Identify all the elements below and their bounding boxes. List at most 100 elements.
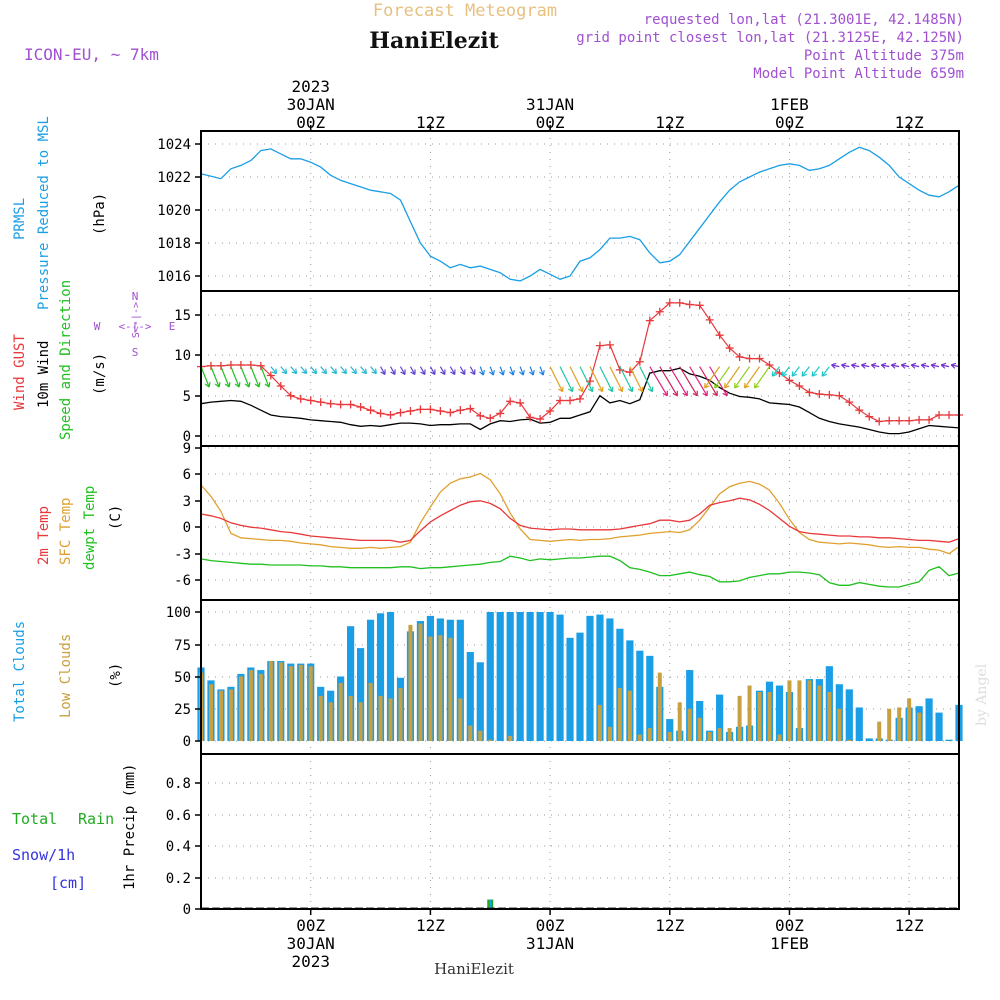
bottom-hour-label: 12Z (416, 916, 445, 935)
compass-line-vertical: S<-|-> (131, 302, 142, 338)
low-cloud-bar (328, 702, 333, 741)
bottom-hour-label: 00Z (775, 916, 804, 935)
low-cloud-bar (238, 676, 243, 741)
wind-arrow-head (744, 382, 750, 389)
wind-direction-arrow (931, 364, 940, 368)
wind-speed-dir-label: Speed and Direction (58, 280, 74, 440)
wind-arrow-head (499, 370, 505, 376)
wind-speed-line (200, 367, 960, 435)
wind-direction-arrow (409, 366, 416, 375)
low-cloud-bar (258, 673, 263, 741)
wind-direction-arrow (771, 366, 780, 377)
gust-marker (376, 409, 385, 418)
wind-arrow-head (662, 390, 668, 397)
gust-marker (386, 411, 395, 420)
wind-direction-arrow (599, 366, 614, 392)
wind-direction-arrow (340, 366, 347, 374)
gust-marker (865, 412, 874, 421)
compass-line: <-|-> (118, 320, 151, 333)
precip-ytick-label: 0.4 (166, 839, 191, 855)
top-date-label: 31JAN (526, 95, 574, 114)
low-cloud-bar (508, 735, 513, 741)
gust-marker (915, 415, 924, 424)
top-hour-label: 12Z (416, 113, 445, 132)
wind-arrow-head (271, 368, 278, 375)
clouds-unit: (%) (108, 663, 124, 688)
low-cloud-bar (408, 624, 413, 741)
gust-marker (406, 406, 415, 415)
compass-e: E (169, 320, 176, 333)
low-cloud-bar (617, 688, 622, 741)
t2m-line (200, 497, 960, 543)
pressure-label-desc: Pressure Reduced to MSL (36, 116, 52, 310)
gust-marker (536, 415, 545, 424)
chart-marks (197, 146, 963, 909)
wind-direction-arrow (200, 366, 210, 388)
sfc-temp-label: SFC Temp (58, 498, 74, 565)
axis-labels: 10161018102010221024051015-6-30369025507… (157, 77, 924, 971)
total-cloud-bar (606, 618, 614, 741)
wind-arrow-head (410, 369, 416, 375)
wind-arrow-head (519, 370, 525, 376)
wind-direction-arrow (734, 366, 751, 389)
total-cloud-bar (496, 612, 504, 741)
low-cloud-bar (757, 691, 762, 741)
pressure-ytick-label: 1022 (157, 170, 191, 186)
gust-marker (456, 406, 465, 415)
temp-ytick-label: -6 (174, 573, 191, 589)
wind-10m-label: 10m Wind (36, 341, 52, 408)
wind-direction-arrow (439, 366, 446, 375)
wind-arrow-head (489, 370, 495, 376)
low-cloud-bar (737, 695, 742, 741)
wind-direction-arrow (911, 364, 920, 368)
wind-arrow-head (940, 362, 947, 369)
wind-direction-arrow (754, 366, 770, 389)
temp-frame (200, 445, 960, 601)
total-cloud-bar (466, 651, 474, 741)
low-cloud-bar (418, 623, 423, 741)
rain-label: Rain (78, 810, 114, 828)
wind-direction-arrow (449, 366, 456, 375)
wind-direction-arrow (270, 366, 278, 374)
low-cloud-bar (887, 708, 892, 741)
wind-direction-arrow (679, 366, 698, 397)
wind-direction-arrow (841, 364, 850, 368)
wind-gust-label: Wind GUST (12, 334, 28, 410)
gust-marker (755, 354, 764, 363)
wind-arrow-head (870, 362, 877, 369)
temp-ytick-label: 0 (183, 520, 191, 536)
wind-arrow-head (291, 368, 298, 375)
wind-direction-arrow (459, 366, 466, 375)
wind-ytick-label: 10 (174, 348, 191, 364)
low-cloud-bar (747, 685, 752, 741)
pressure-ytick-label: 1020 (157, 203, 191, 219)
total-cloud-bar (356, 648, 365, 741)
wind-arrow-head (627, 386, 634, 393)
wind-direction-arrow (871, 364, 880, 368)
wind-arrow-head (801, 371, 808, 377)
gust-marker (925, 415, 934, 424)
wind-direction-arrow (649, 366, 668, 397)
wind-arrow-head (597, 386, 604, 393)
wind-arrow-head (950, 362, 957, 369)
total-cloud-bar (516, 612, 524, 741)
bottom-year-label: 2023 (291, 952, 330, 971)
gust-marker (705, 315, 714, 324)
top-year-label: 2023 (291, 77, 330, 96)
wind-direction-arrow (639, 366, 653, 392)
wind-arrow-head (578, 386, 584, 393)
gust-marker (655, 307, 664, 316)
wind-direction-arrow (831, 364, 840, 368)
low-cloud-bar (607, 726, 612, 741)
clouds-ytick-label: 25 (174, 702, 191, 718)
pressure-label-prmsl: PRMSL (12, 198, 28, 240)
wind-arrow-head (930, 362, 937, 369)
gust-marker (526, 413, 535, 422)
gust-marker (605, 340, 614, 349)
wind-arrow-head (791, 371, 798, 377)
gust-marker (466, 404, 475, 413)
gust-marker (206, 361, 215, 370)
temp-ytick-label: -3 (174, 547, 191, 563)
gust-marker (366, 406, 375, 415)
wind-direction-arrow (589, 366, 604, 392)
